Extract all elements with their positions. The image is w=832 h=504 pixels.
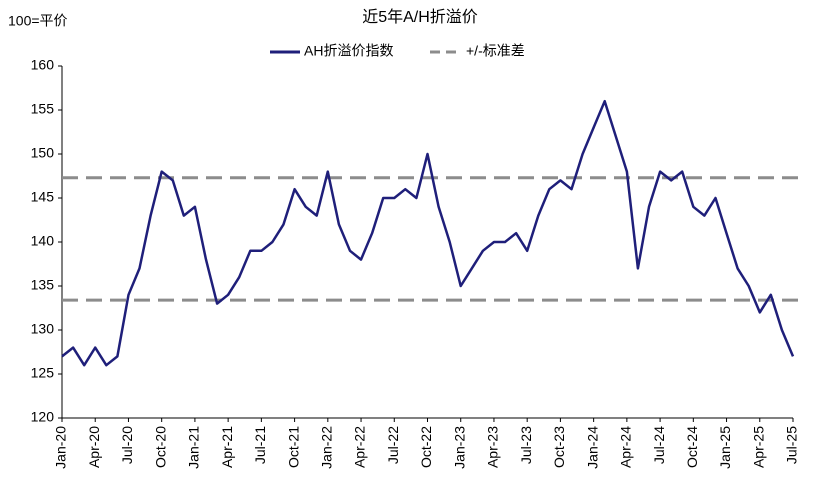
x-tick-label: Jul-24 bbox=[651, 426, 667, 464]
y-tick-label: 155 bbox=[31, 101, 55, 117]
y-tick-label: 150 bbox=[31, 145, 55, 161]
x-tick-label: Apr-24 bbox=[618, 426, 634, 468]
x-tick-label: Jan-25 bbox=[717, 426, 733, 469]
x-tick-label: Apr-23 bbox=[485, 426, 501, 468]
x-tick-label: Oct-23 bbox=[551, 426, 567, 468]
x-tick-label: Oct-24 bbox=[684, 426, 700, 468]
x-tick-label: Jul-22 bbox=[385, 426, 401, 464]
y-tick-label: 125 bbox=[31, 365, 55, 381]
x-tick-label: Oct-22 bbox=[418, 426, 434, 468]
x-tick-label: Jan-20 bbox=[53, 426, 69, 469]
y-tick-label: 140 bbox=[31, 233, 55, 249]
legend-label: +/-标准差 bbox=[466, 43, 525, 59]
y-tick-label: 120 bbox=[31, 409, 55, 425]
x-tick-label: Apr-20 bbox=[86, 426, 102, 468]
y-tick-label: 130 bbox=[31, 321, 55, 337]
x-tick-label: Jul-20 bbox=[119, 426, 135, 464]
x-tick-label: Oct-21 bbox=[285, 426, 301, 468]
x-tick-label: Jan-23 bbox=[451, 426, 467, 469]
y-tick-label: 135 bbox=[31, 277, 55, 293]
x-tick-label: Jul-21 bbox=[252, 426, 268, 464]
y-tick-label: 160 bbox=[31, 57, 55, 73]
y-tick-label: 145 bbox=[31, 189, 55, 205]
x-tick-label: Apr-22 bbox=[352, 426, 368, 468]
x-tick-label: Jul-23 bbox=[518, 426, 534, 464]
x-tick-label: Apr-25 bbox=[750, 426, 766, 468]
y-axis-label: 100=平价 bbox=[8, 13, 68, 29]
x-tick-label: Jan-24 bbox=[584, 426, 600, 469]
x-tick-label: Jan-22 bbox=[319, 426, 335, 469]
data-line bbox=[61, 99, 795, 367]
x-tick-label: Jan-21 bbox=[186, 426, 202, 469]
x-tick-label: Oct-20 bbox=[152, 426, 168, 468]
x-tick-label: Jul-25 bbox=[784, 426, 800, 464]
legend-label: AH折溢价指数 bbox=[304, 43, 393, 59]
x-tick-label: Apr-21 bbox=[219, 426, 235, 468]
chart-title: 近5年A/H折溢价 bbox=[362, 8, 478, 26]
